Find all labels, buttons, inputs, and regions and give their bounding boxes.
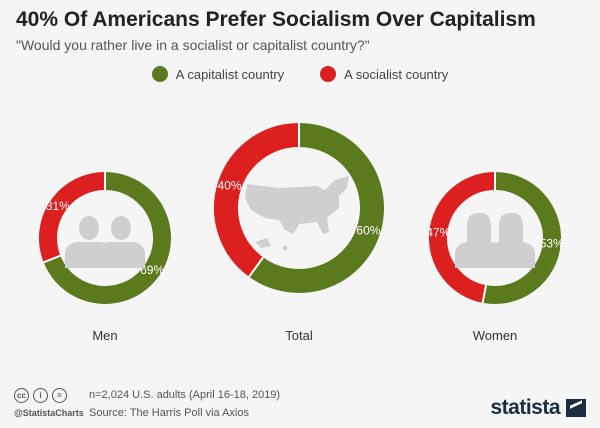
woman-back-hair: [498, 212, 524, 242]
woman-front-hair: [466, 212, 492, 242]
usa-map-icon: [245, 176, 349, 251]
legend-swatch-capitalist: [151, 66, 168, 82]
woman-back-body: [487, 242, 535, 268]
cc-license-icon: cc: [14, 388, 29, 403]
data-label-capitalist-total: 60%: [356, 224, 380, 238]
chart-title: 40% Of Americans Prefer Socialism Over C…: [16, 8, 536, 31]
slice-socialist-total: [214, 123, 300, 277]
chart-subtitle: "Would you rather live in a socialist or…: [16, 37, 370, 53]
legend-label-socialist: A socialist country: [344, 66, 449, 82]
license-icons: cc i =: [14, 388, 67, 403]
statista-logo[interactable]: statista: [490, 396, 586, 420]
man-back-body: [97, 242, 145, 268]
slice-socialist-men: [39, 172, 106, 263]
donut-women: 53% 47% Women: [426, 172, 564, 343]
slice-capitalist-total: [249, 123, 384, 293]
men-silhouette-icon: [65, 216, 145, 268]
legend-label-capitalist: A capitalist country: [175, 66, 285, 82]
legend: A capitalist country A socialist country: [0, 66, 600, 82]
slice-socialist-women: [429, 172, 496, 303]
donut-men: 69% 31% Men: [39, 172, 171, 343]
attribution-icon: i: [33, 388, 48, 403]
group-label-women: Women: [473, 328, 518, 343]
slice-separator: [481, 284, 487, 304]
no-derivatives-icon: =: [52, 388, 67, 403]
usa-mainland-shape: [245, 176, 349, 234]
hawaii-shape: [282, 245, 288, 251]
group-label-total: Total: [285, 328, 313, 343]
data-label-socialist-men: 31%: [46, 199, 70, 213]
legend-item-capitalist: A capitalist country: [151, 66, 285, 82]
brand-name: statista: [490, 396, 560, 419]
twitter-handle: @StatistaCharts: [14, 408, 84, 418]
legend-swatch-socialist: [320, 66, 337, 82]
man-front-head: [79, 216, 99, 240]
slice-capitalist-men: [43, 172, 171, 304]
data-label-capitalist-men: 69%: [140, 263, 164, 277]
women-silhouette-icon: [455, 212, 535, 268]
data-label-socialist-total: 40%: [218, 178, 242, 192]
sample-note: n=2,024 U.S. adults (April 16-18, 2019): [89, 389, 281, 401]
statista-mark-icon: [566, 399, 586, 417]
legend-item-socialist: A socialist country: [320, 66, 448, 82]
man-back-head: [111, 216, 131, 240]
data-label-socialist-women: 47%: [426, 226, 450, 240]
source-note: Source: The Harris Poll via Axios: [89, 407, 249, 419]
donut-total: 60% 40% Total: [214, 123, 384, 343]
slice-capitalist-women: [482, 172, 561, 304]
alaska-shape: [255, 238, 271, 248]
slice-separator: [248, 256, 264, 278]
slice-separator: [43, 254, 61, 264]
group-label-men: Men: [92, 328, 117, 343]
data-label-capitalist-women: 53%: [540, 236, 564, 250]
